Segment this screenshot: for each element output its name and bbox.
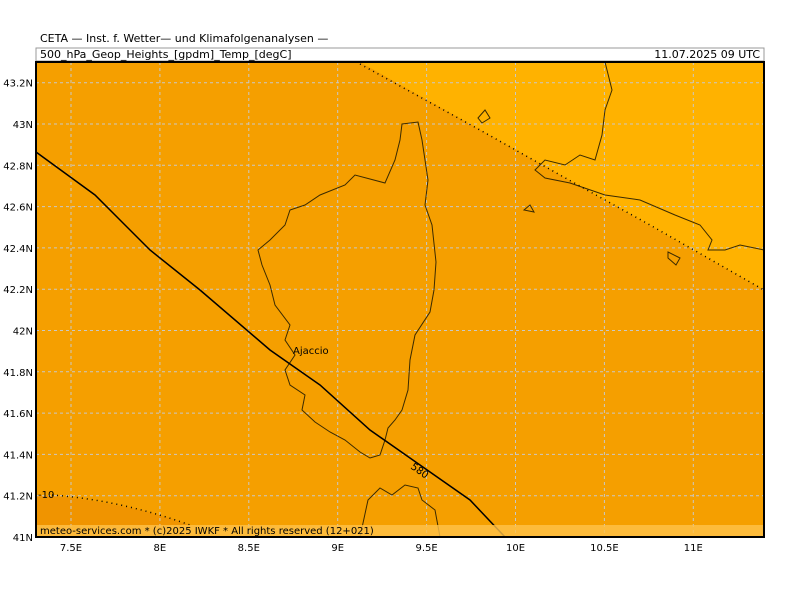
footer-bar <box>36 525 764 537</box>
footer-text: meteo-services.com * (c)2025 IWKF * All … <box>40 526 374 537</box>
lat-label: 43.2N <box>3 79 33 90</box>
sardinia-coast <box>359 484 441 538</box>
lon-label: 8E <box>154 543 167 554</box>
lon-label: 9.5E <box>415 543 437 554</box>
lon-label: 9E <box>331 543 344 554</box>
lon-label: 10.5E <box>590 543 619 554</box>
lon-label: 10E <box>506 543 525 554</box>
elba-coast <box>477 109 681 266</box>
place-label: Ajaccio <box>293 346 329 357</box>
lon-label: 8.5E <box>238 543 260 554</box>
height-contour <box>35 151 506 538</box>
map-frame <box>35 61 765 538</box>
lat-label: 41.8N <box>3 368 33 379</box>
lat-label: 42.4N <box>3 244 33 255</box>
corsica-coast <box>257 121 437 459</box>
product-title: 500_hPa_Geop_Heights_[gpdm]_Temp_[degC] <box>40 48 292 61</box>
lat-label: 41.2N <box>3 492 33 503</box>
temp-contour <box>359 63 765 291</box>
lat-label: 42N <box>13 327 33 338</box>
lat-label: 41.4N <box>3 450 33 461</box>
lat-label: 42.2N <box>3 285 33 296</box>
lon-label: 11E <box>684 543 703 554</box>
valid-time: 11.07.2025 09 UTC <box>654 48 760 61</box>
lat-label: 41.6N <box>3 409 33 420</box>
map-area: Ajaccio 580 -10 meteo-services.com * (c)… <box>35 61 765 538</box>
source-title: CETA — Inst. f. Wetter— und Klimafolgena… <box>40 32 328 45</box>
lat-label: 42.6N <box>3 203 33 214</box>
contour-label: -10 <box>38 490 54 501</box>
italy-coast <box>534 61 765 251</box>
lat-label: 43N <box>13 120 33 131</box>
lat-label: 41N <box>13 533 33 544</box>
lon-label: 7.5E <box>60 543 82 554</box>
temp-contour <box>51 494 191 526</box>
lat-label: 42.8N <box>3 161 33 172</box>
